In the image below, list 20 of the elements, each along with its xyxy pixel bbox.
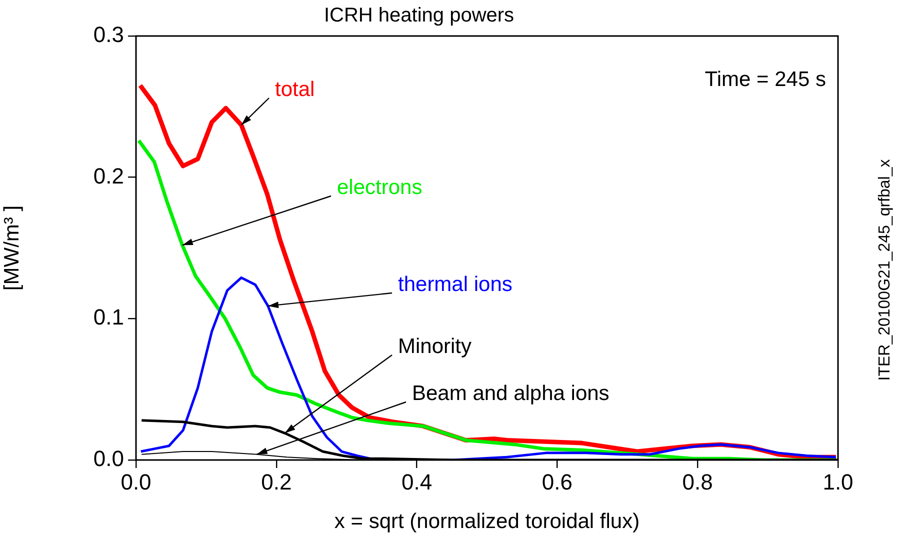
x-tick-label: 0.0 [120, 469, 152, 494]
y-tick-label: 0.2 [93, 163, 124, 188]
x-tick-label: 0.4 [402, 469, 432, 494]
x-tick-label: 1.0 [822, 469, 854, 494]
x-tick-label: 0.2 [261, 469, 292, 494]
text: electrons [337, 176, 422, 199]
x-tick-label: 0.6 [542, 469, 572, 494]
annotation: Time = 245 s [704, 68, 826, 91]
x-tick-label: 0.8 [682, 469, 713, 494]
y-axis-title: [MW/m³ ] [0, 205, 24, 291]
y-tick-label: 0.3 [93, 22, 124, 48]
y-tick-label: 0.1 [93, 304, 124, 330]
y-tick-label: 0.0 [93, 446, 124, 472]
x-axis-title: x = sqrt (normalized toroidal flux) [334, 510, 640, 534]
series-label: total [275, 78, 315, 101]
text: Minority [398, 334, 472, 358]
text: ITER_20100G21_245_qrfbal_x [876, 159, 894, 381]
chart-title: ICRH heating powers [324, 4, 514, 27]
text: thermal ions [398, 272, 512, 296]
text: Beam and alpha ions [412, 382, 610, 405]
